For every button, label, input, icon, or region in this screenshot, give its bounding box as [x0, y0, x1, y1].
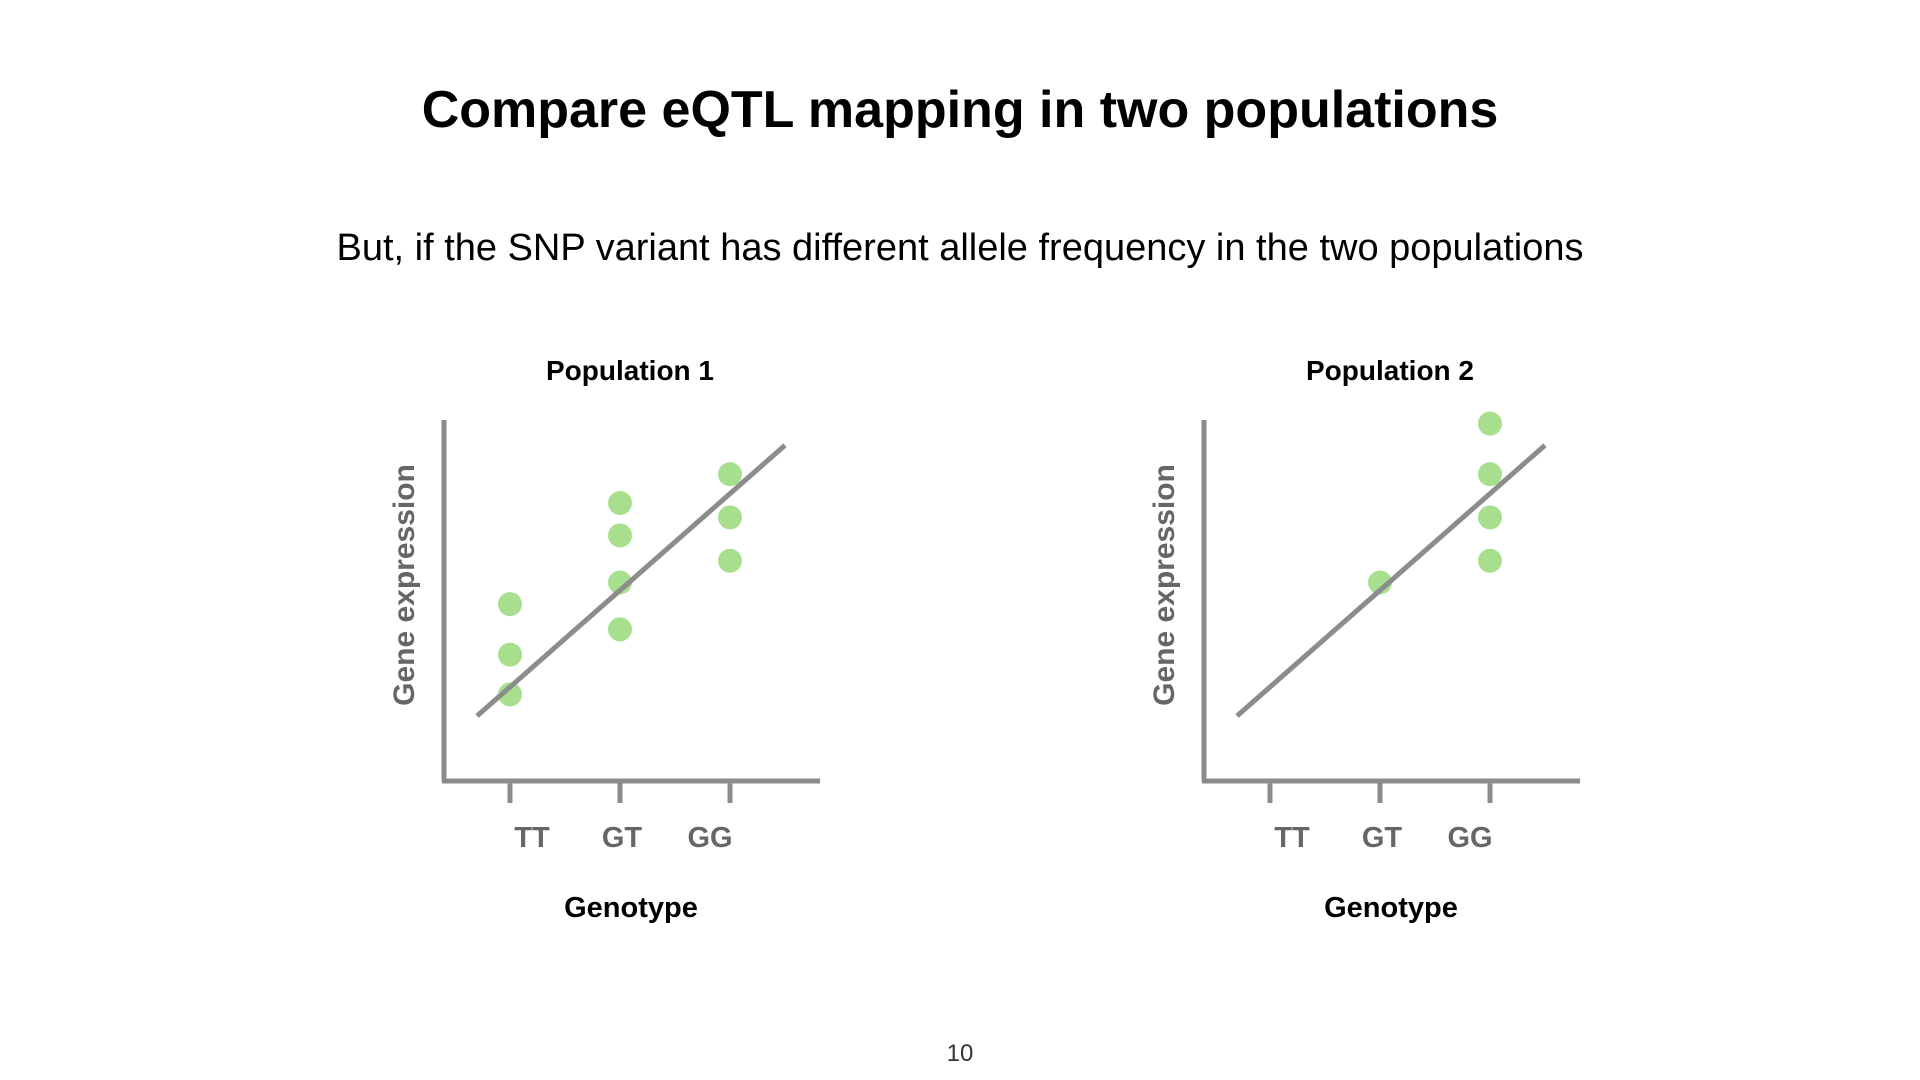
- regression-line: [1235, 443, 1547, 718]
- slide-title: Compare eQTL mapping in two populations: [421, 81, 1499, 139]
- data-point-gg: [1478, 505, 1502, 530]
- data-point-tt: [498, 682, 522, 707]
- x-tick-label-tt: TT: [1274, 822, 1310, 854]
- x-axis-label: Genotype: [564, 892, 698, 924]
- scatter-chart-population-1: Population 1 Gene expression TT GT GG Genotyp…: [388, 355, 820, 924]
- data-point-gt: [608, 617, 632, 642]
- x-tick-label-gt: GT: [602, 822, 643, 854]
- data-point-gt: [608, 523, 632, 548]
- y-axis-label: Gene expression: [1148, 464, 1181, 706]
- data-point-gt: [608, 570, 632, 595]
- data-point-tt: [498, 642, 522, 667]
- x-tick-label-tt: TT: [514, 822, 550, 854]
- y-axis-label: Gene expression: [388, 464, 421, 706]
- chart-panel-population-1: Population 1 Gene expression TT GT GG Genotyp…: [340, 330, 980, 950]
- data-point-gg: [718, 505, 742, 530]
- regression-line: [475, 443, 787, 718]
- x-tick-label-gg: GG: [1447, 822, 1492, 854]
- data-point-gt: [1368, 570, 1392, 595]
- chart-title: Population 2: [1306, 355, 1474, 386]
- page-number: 10: [946, 1040, 974, 1067]
- data-point-gg: [718, 462, 742, 487]
- scatter-chart-population-2: Population 2 Gene expression TT GT GG Genotyp…: [1148, 355, 1580, 924]
- slide-subtitle: But, if the SNP variant has different al…: [336, 227, 1584, 269]
- data-point-gg: [718, 548, 742, 573]
- data-point-gg: [1478, 462, 1502, 487]
- data-point-tt: [498, 592, 522, 617]
- data-point-gt: [608, 491, 632, 516]
- chart-title: Population 1: [546, 355, 714, 386]
- x-axis-label: Genotype: [1324, 892, 1458, 924]
- chart-panel-population-2: Population 2 Gene expression TT GT GG Genotyp…: [1100, 330, 1740, 950]
- x-tick-label-gt: GT: [1362, 822, 1403, 854]
- data-point-gg: [1478, 548, 1502, 573]
- x-tick-label-gg: GG: [687, 822, 732, 854]
- data-point-gg: [1478, 411, 1502, 436]
